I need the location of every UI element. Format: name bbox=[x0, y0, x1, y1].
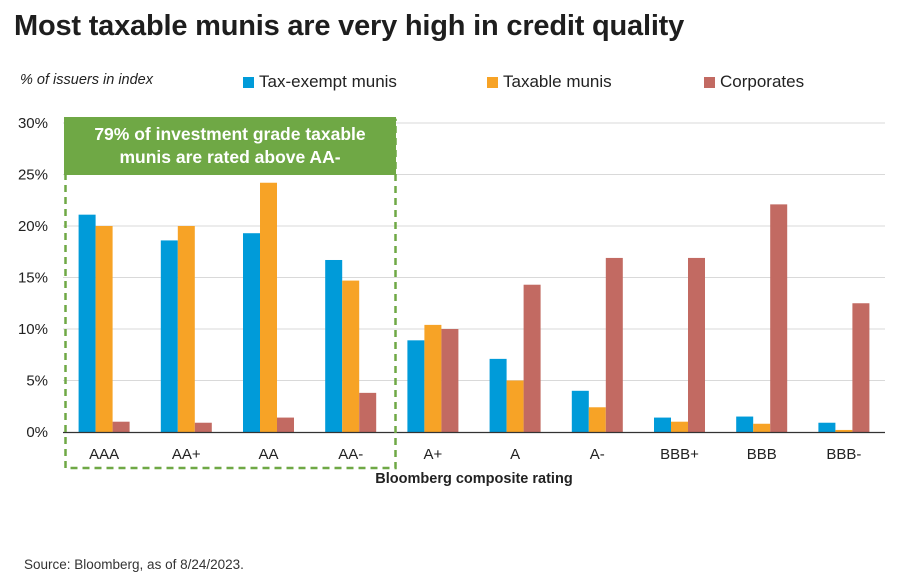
bar-taxable bbox=[671, 421, 688, 432]
legend-swatch-corporates bbox=[704, 76, 715, 88]
source-note: Source: Bloomberg, as of 8/24/2023. bbox=[24, 557, 244, 572]
bar-tax-exempt bbox=[160, 240, 178, 432]
legend-item-taxable: Taxable munis bbox=[487, 72, 612, 92]
bar-tax-exempt bbox=[818, 422, 836, 432]
legend-swatch-taxable bbox=[487, 76, 498, 88]
bar-taxable bbox=[588, 407, 606, 432]
bar-taxable bbox=[424, 324, 442, 432]
bar-corporates bbox=[277, 417, 294, 432]
x-tick-label: BBB- bbox=[826, 446, 861, 463]
y-tick-label: 30% bbox=[18, 115, 48, 132]
bar-corporates bbox=[359, 392, 377, 432]
legend-label-tax-exempt: Tax-exempt munis bbox=[259, 72, 397, 91]
legend-item-tax-exempt: Tax-exempt munis bbox=[243, 72, 397, 92]
bar-corporates bbox=[852, 303, 870, 432]
x-tick-label: A- bbox=[590, 446, 605, 463]
legend-swatch-tax-exempt bbox=[243, 76, 254, 88]
y-tick-label: 5% bbox=[26, 373, 48, 390]
chart-title: Most taxable munis are very high in cred… bbox=[14, 10, 685, 42]
bar-taxable bbox=[177, 226, 195, 432]
highlight-box bbox=[64, 118, 397, 470]
x-axis-label: Bloomberg composite rating bbox=[375, 471, 572, 487]
callout-box: 79% of investment grade taxable munis ar… bbox=[64, 117, 396, 175]
x-tick-label: BBB bbox=[747, 446, 777, 463]
bar-tax-exempt bbox=[78, 214, 96, 432]
bar-corporates bbox=[770, 204, 788, 432]
bar-taxable bbox=[835, 429, 853, 432]
y-tick-label: 10% bbox=[18, 321, 48, 338]
bar-tax-exempt bbox=[243, 233, 260, 432]
legend-label-taxable: Taxable munis bbox=[503, 72, 612, 91]
bar-tax-exempt bbox=[325, 259, 343, 432]
bar-tax-exempt bbox=[407, 340, 425, 432]
y-tick-label: 25% bbox=[18, 167, 48, 184]
y-tick-label: 15% bbox=[18, 270, 48, 287]
bar-tax-exempt bbox=[654, 417, 671, 432]
bar-corporates bbox=[194, 422, 212, 432]
x-tick-label: AA- bbox=[338, 446, 363, 463]
bar-taxable bbox=[260, 182, 277, 432]
bar-tax-exempt bbox=[736, 416, 754, 432]
bar-tax-exempt bbox=[571, 390, 589, 432]
bar-taxable bbox=[753, 423, 771, 432]
bar-tax-exempt bbox=[489, 358, 507, 432]
x-tick-label: AAA bbox=[89, 446, 119, 463]
bar-taxable bbox=[342, 280, 360, 432]
legend-item-corporates: Corporates bbox=[704, 72, 804, 92]
bar-corporates bbox=[112, 421, 130, 432]
legend-label-corporates: Corporates bbox=[720, 72, 805, 91]
bar-corporates bbox=[441, 329, 459, 432]
bar-corporates bbox=[605, 257, 623, 432]
bar-corporates bbox=[523, 284, 541, 432]
y-tick-label: 0% bbox=[26, 424, 48, 441]
bar-corporates bbox=[688, 257, 705, 432]
x-tick-label: AA bbox=[258, 446, 278, 463]
bar-taxable bbox=[506, 380, 524, 432]
y-axis-label: % of issuers in index bbox=[20, 72, 153, 88]
x-tick-label: BBB+ bbox=[660, 446, 699, 463]
y-tick-label: 20% bbox=[18, 218, 48, 235]
x-tick-label: A bbox=[510, 446, 520, 463]
x-tick-label: AA+ bbox=[172, 446, 201, 463]
bar-taxable bbox=[95, 226, 113, 432]
x-tick-label: A+ bbox=[424, 446, 443, 463]
